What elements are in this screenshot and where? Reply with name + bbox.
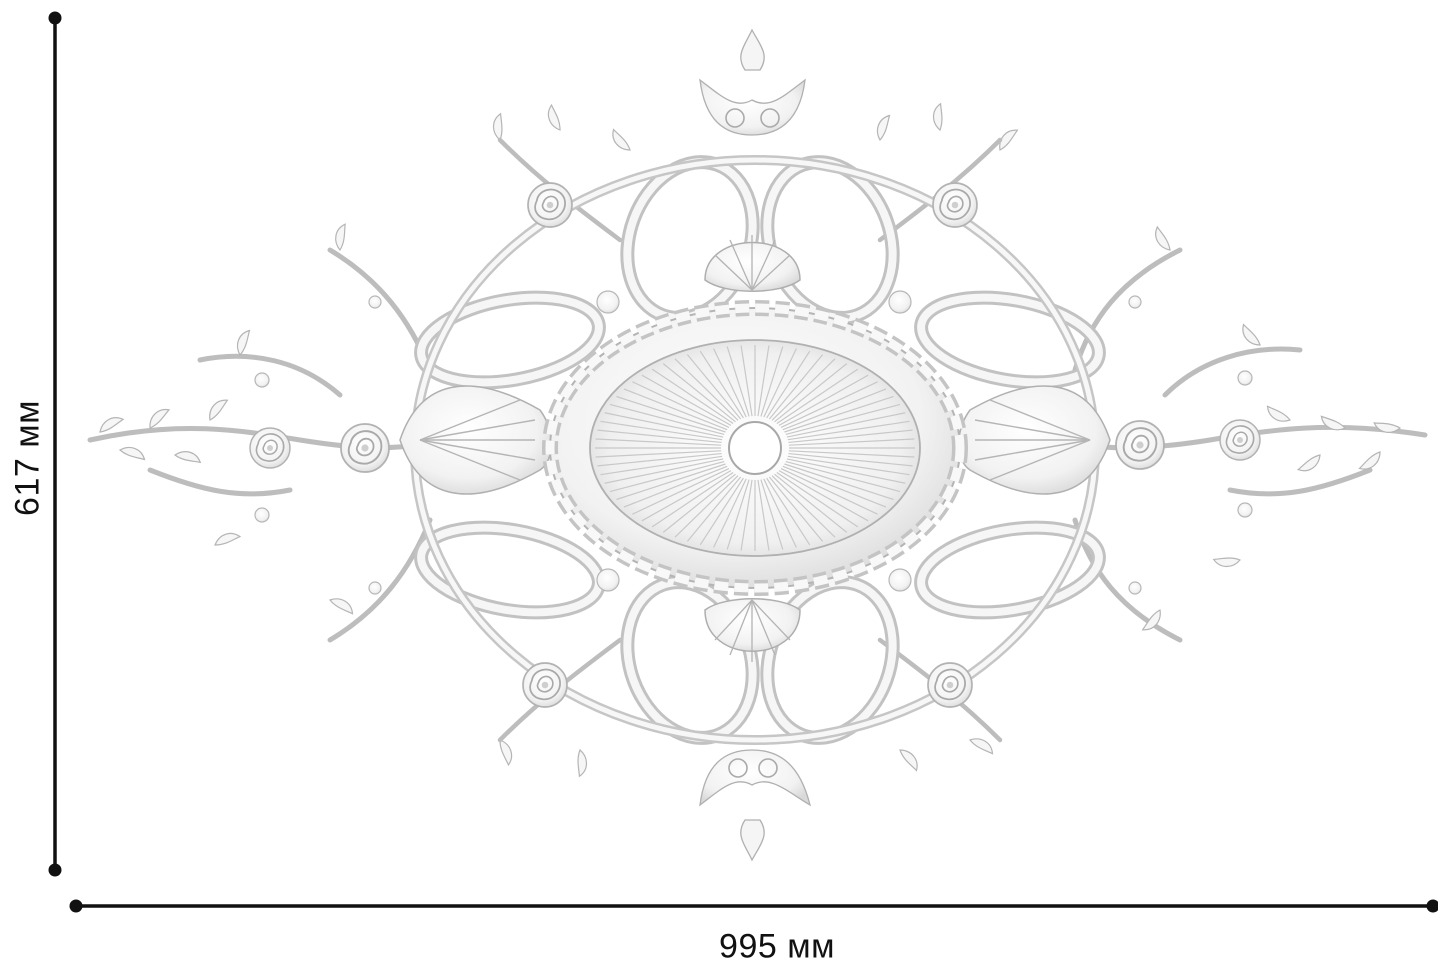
palmette-left <box>400 386 551 494</box>
bottom-finial <box>700 750 810 860</box>
ceiling-medallion <box>90 30 1425 860</box>
width-dimension-label: 995 мм <box>719 928 835 967</box>
central-dish <box>590 340 920 556</box>
height-dimension-line <box>49 12 62 877</box>
height-dimension-label: 617 мм <box>9 400 48 516</box>
bottom-shell <box>705 599 800 662</box>
width-dimension-line <box>70 900 1438 913</box>
top-finial <box>700 30 805 135</box>
top-shell <box>705 235 800 291</box>
palmette-right <box>959 386 1110 494</box>
